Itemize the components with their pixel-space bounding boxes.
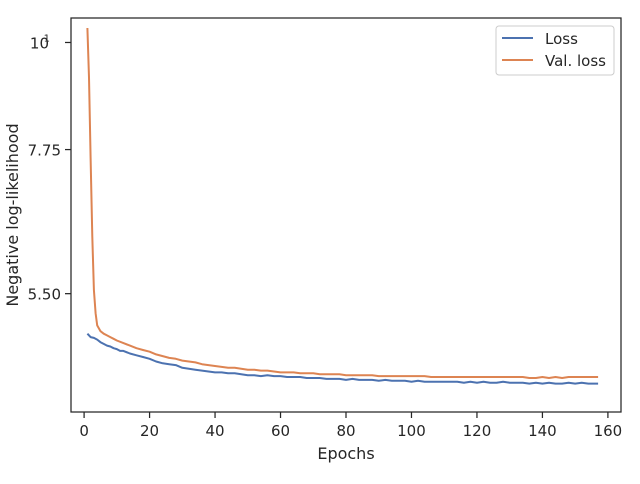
legend-label-loss: Loss: [545, 30, 578, 48]
y-tick-label: 101: [30, 33, 50, 52]
y-tick-label: 5.50: [28, 286, 61, 304]
legend-label-val-loss: Val. loss: [545, 52, 606, 70]
x-tick-label: 20: [140, 422, 159, 440]
y-axis-ticks: 5.50 7.75 101: [28, 33, 71, 304]
y-axis-label: Negative log-likelihood: [3, 123, 22, 306]
series-line-loss: [86, 333, 599, 385]
series-lines: [86, 27, 599, 385]
x-tick-label: 0: [79, 422, 89, 440]
x-tick-label: 100: [397, 422, 426, 440]
x-tick-label: 60: [271, 422, 290, 440]
x-axis-label: Epochs: [317, 444, 374, 463]
x-tick-label: 120: [463, 422, 492, 440]
y-tick-label: 7.75: [28, 142, 61, 160]
x-axis-ticks: 0 20 40 60 80 100 120 140 160: [79, 412, 622, 440]
series-line-val-loss: [86, 27, 599, 379]
x-tick-label: 140: [528, 422, 557, 440]
x-tick-label: 80: [336, 422, 355, 440]
plot-frame: [70, 17, 622, 413]
x-tick-label: 40: [206, 422, 225, 440]
x-tick-label: 160: [594, 422, 623, 440]
legend: Loss Val. loss: [495, 25, 615, 76]
